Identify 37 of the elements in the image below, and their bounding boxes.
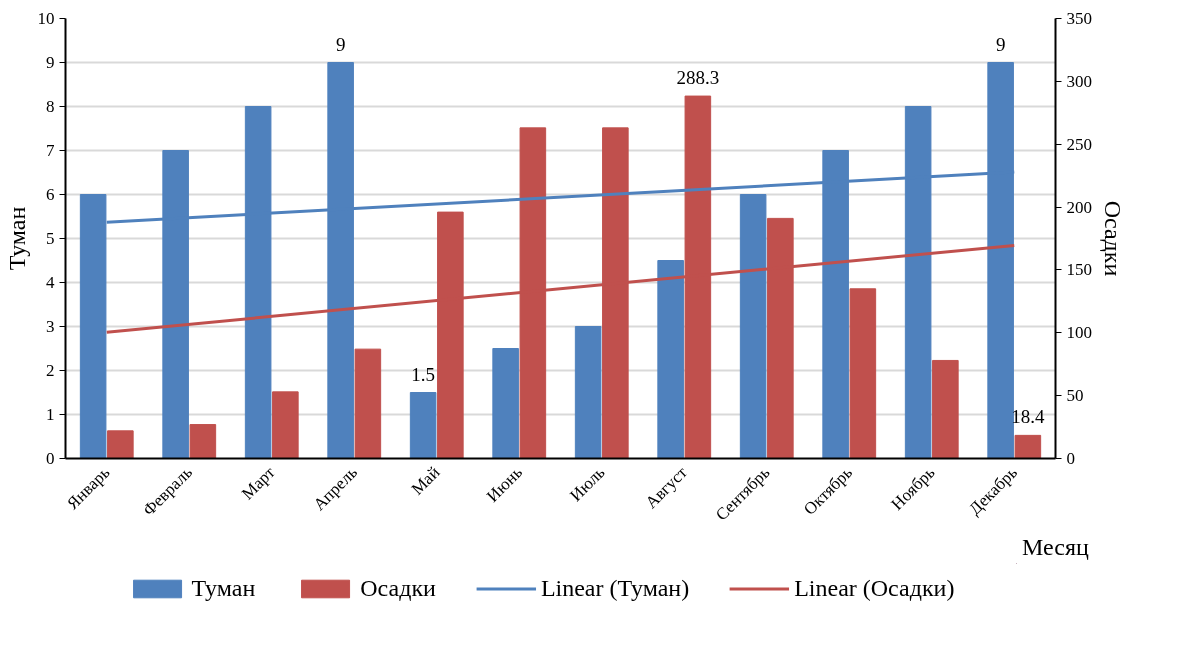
y2-tick-label: 200: [1066, 197, 1092, 217]
y2-tick-label: 350: [1066, 9, 1092, 28]
bar: [1014, 434, 1042, 459]
legend-label: Осадки: [360, 574, 436, 602]
bar: [932, 359, 959, 459]
y2-tick-label: 100: [1066, 323, 1092, 343]
data-label: 1.5: [411, 363, 436, 385]
legend-label: Linear (Туман): [540, 574, 690, 602]
y-tick-label: 2: [46, 361, 55, 380]
y2-tick-label: 250: [1066, 134, 1092, 154]
y-tick-label: 0: [46, 449, 55, 468]
y-tick-label: 6: [46, 185, 55, 204]
y2-tick-label: 50: [1066, 386, 1084, 406]
y-tick-label: 3: [46, 317, 55, 336]
y-tick-label: 1: [46, 405, 55, 424]
x-axis-title: Месяц: [1022, 534, 1090, 561]
y2-tick-label: 0: [1066, 449, 1075, 468]
bar: [272, 391, 299, 459]
y-tick-label: 9: [46, 53, 55, 72]
legend-label: Туман: [191, 574, 256, 602]
y-tick-label: 10: [37, 9, 55, 28]
y-tick-label: 5: [46, 229, 55, 248]
y-tick-label: 7: [46, 141, 55, 160]
bar: [409, 392, 437, 459]
legend-label: Linear (Осадки): [794, 574, 955, 602]
y-tick-label: 8: [46, 97, 55, 116]
y2-axis-title: Осадки: [1100, 200, 1126, 277]
y2-tick-label: 300: [1066, 71, 1092, 91]
bar: [189, 424, 217, 459]
bar: [107, 430, 134, 459]
bar: [354, 348, 382, 459]
data-label: 9: [335, 33, 346, 55]
data-label: 288.3: [676, 67, 720, 89]
y2-tick-label: 150: [1066, 260, 1092, 280]
y-tick-label: 4: [46, 273, 55, 292]
data-label: 9: [995, 33, 1006, 55]
y-axis-title: Туман: [3, 206, 30, 271]
